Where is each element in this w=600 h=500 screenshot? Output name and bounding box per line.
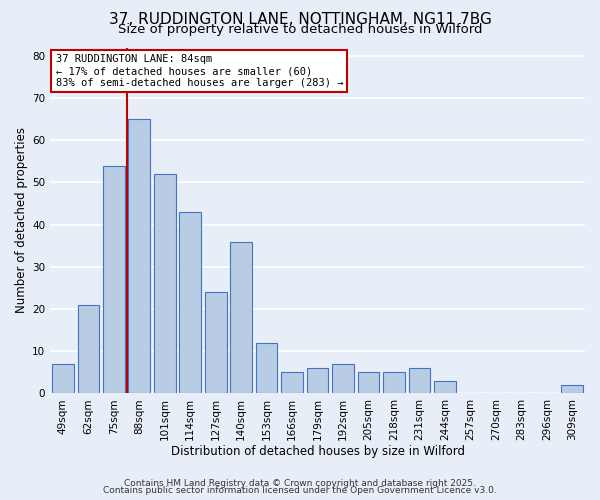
Bar — [230, 242, 252, 394]
Text: Contains HM Land Registry data © Crown copyright and database right 2025.: Contains HM Land Registry data © Crown c… — [124, 478, 476, 488]
Bar — [383, 372, 405, 394]
Bar — [332, 364, 354, 394]
Bar — [52, 364, 74, 394]
Bar — [307, 368, 328, 394]
Bar — [154, 174, 176, 394]
X-axis label: Distribution of detached houses by size in Wilford: Distribution of detached houses by size … — [170, 444, 464, 458]
Bar — [281, 372, 303, 394]
Text: 37 RUDDINGTON LANE: 84sqm
← 17% of detached houses are smaller (60)
83% of semi-: 37 RUDDINGTON LANE: 84sqm ← 17% of detac… — [56, 54, 343, 88]
Bar — [205, 292, 227, 394]
Y-axis label: Number of detached properties: Number of detached properties — [15, 128, 28, 314]
Text: 37, RUDDINGTON LANE, NOTTINGHAM, NG11 7BG: 37, RUDDINGTON LANE, NOTTINGHAM, NG11 7B… — [109, 12, 491, 28]
Bar — [77, 305, 99, 394]
Bar — [256, 342, 277, 394]
Bar — [179, 212, 201, 394]
Bar — [409, 368, 430, 394]
Bar — [434, 380, 456, 394]
Text: Size of property relative to detached houses in Wilford: Size of property relative to detached ho… — [118, 22, 482, 36]
Bar — [358, 372, 379, 394]
Text: Contains public sector information licensed under the Open Government Licence v3: Contains public sector information licen… — [103, 486, 497, 495]
Bar — [103, 166, 125, 394]
Bar — [128, 119, 150, 394]
Bar — [562, 385, 583, 394]
